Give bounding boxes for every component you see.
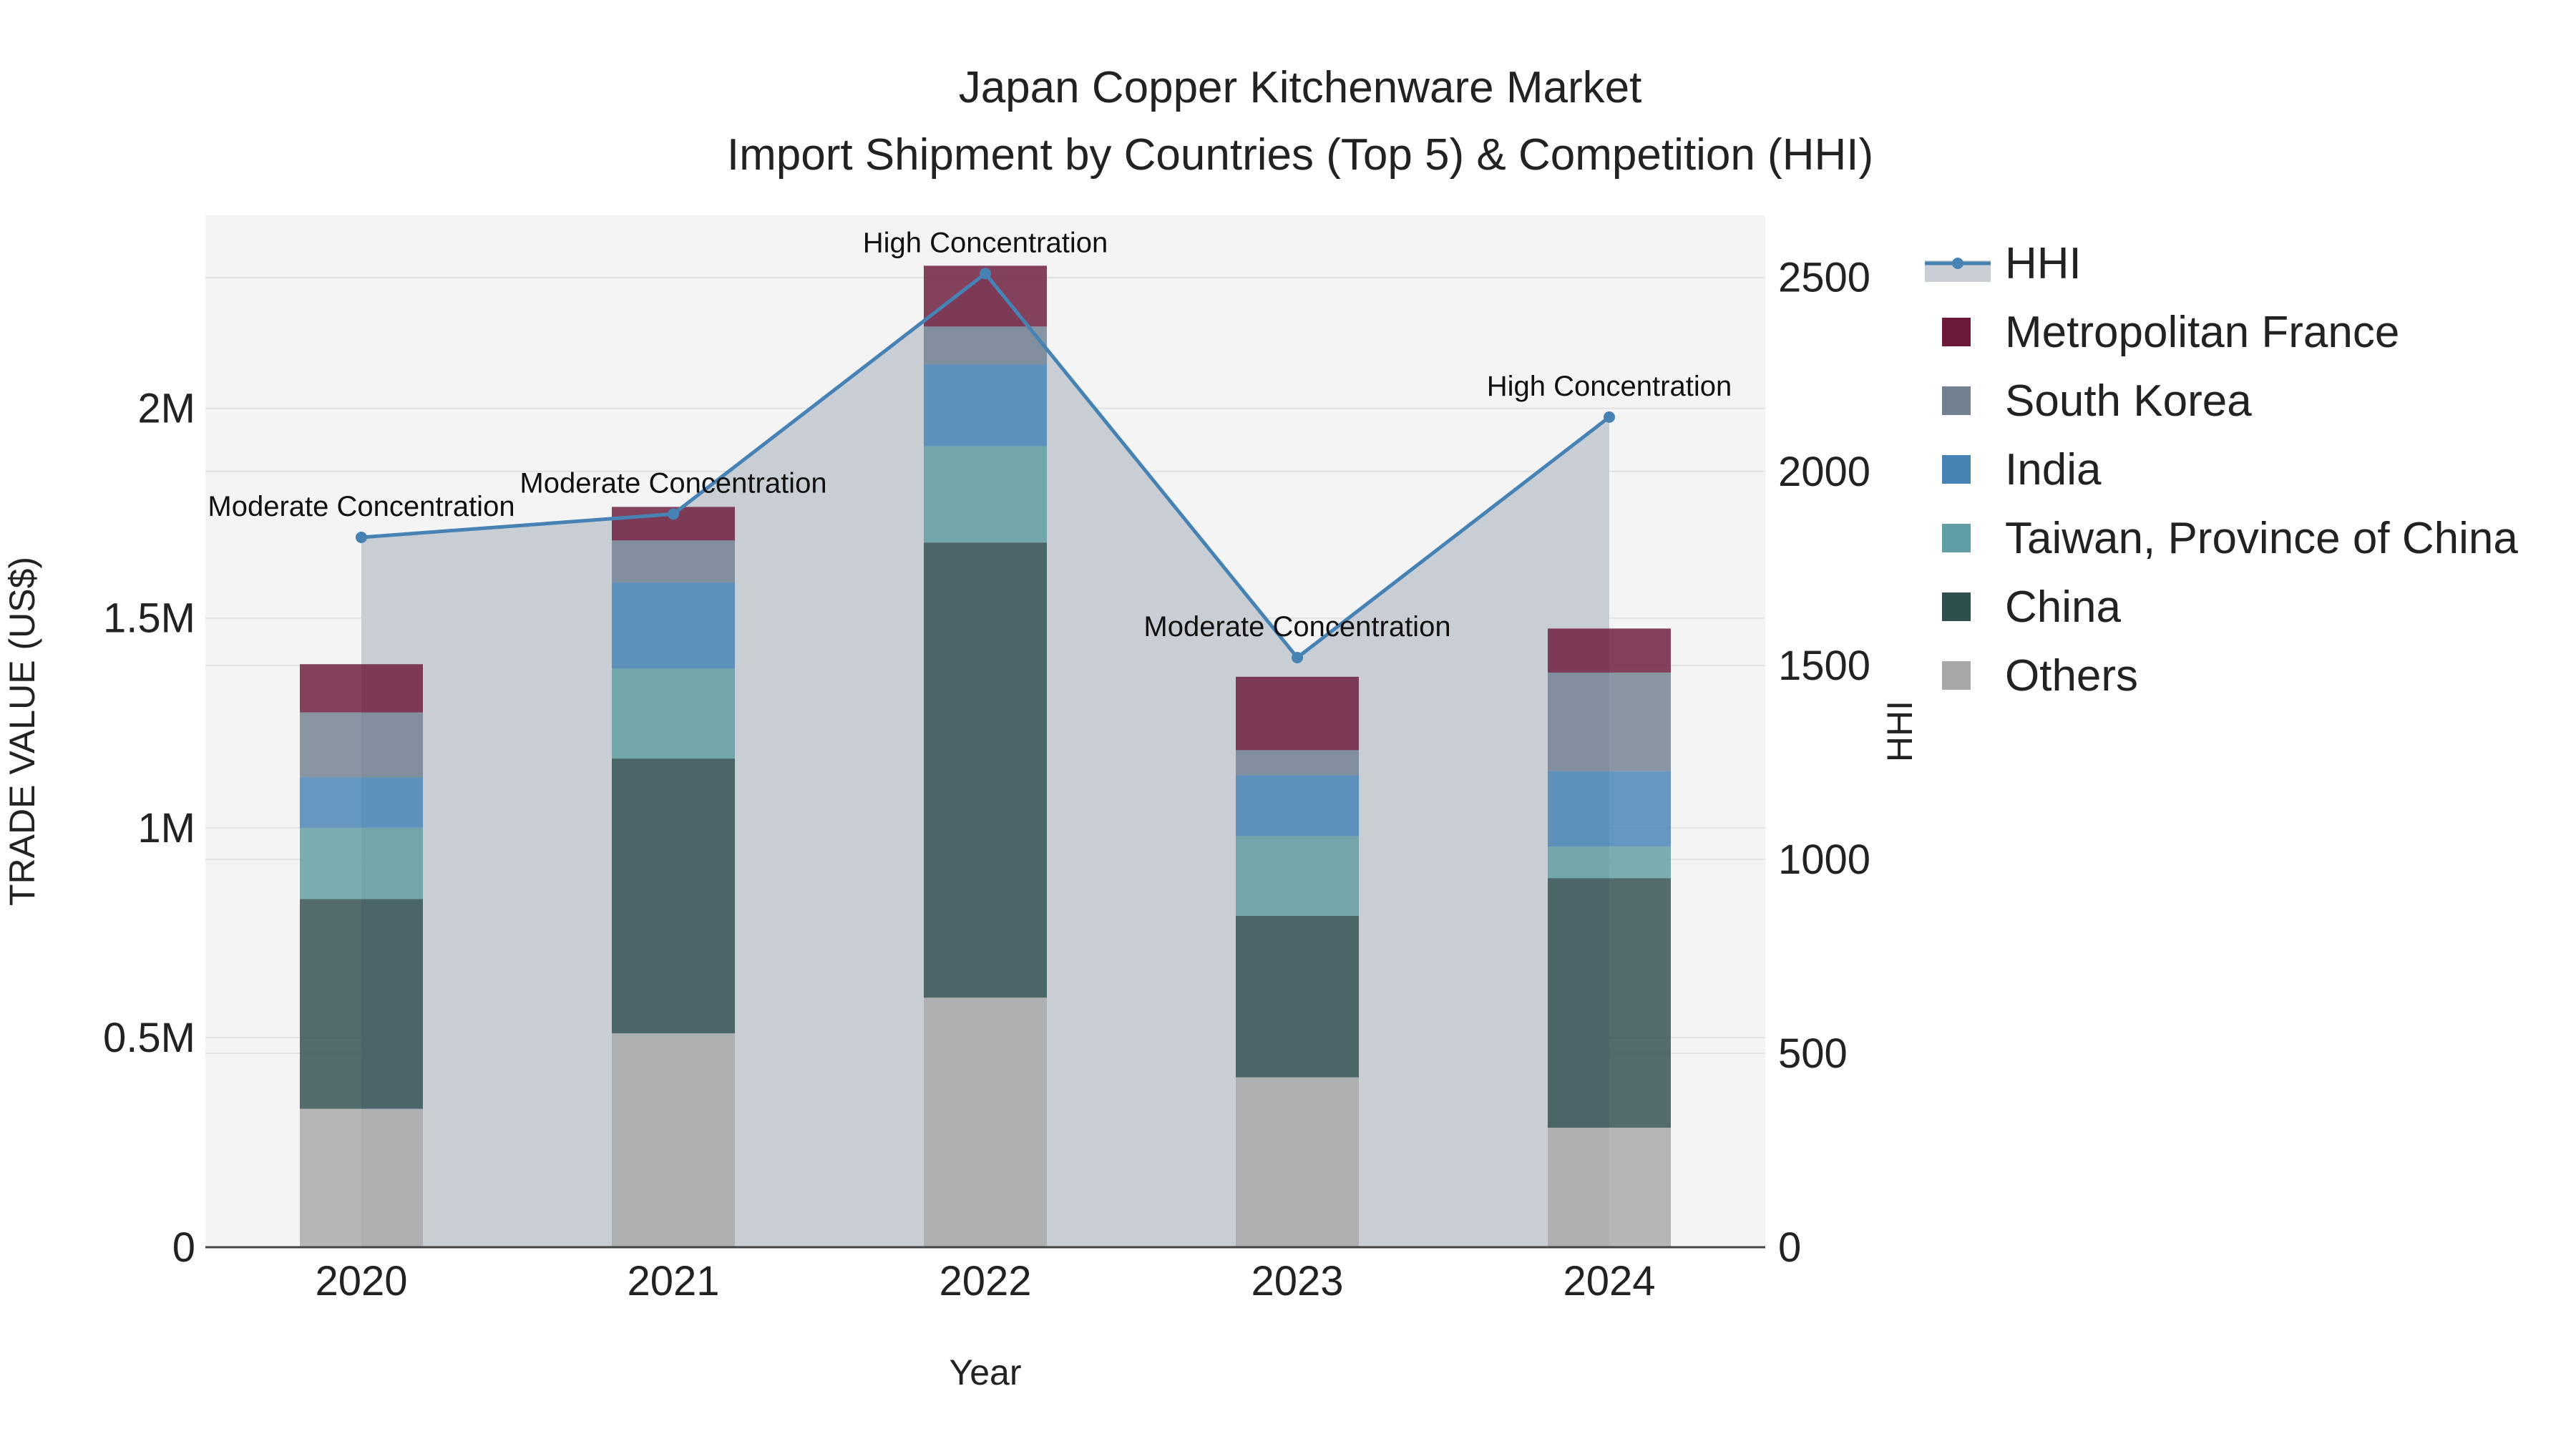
bar-segment (300, 1108, 423, 1247)
hhi-point (980, 268, 991, 280)
bar-segment (1548, 878, 1671, 1128)
hhi-annotation: Moderate Concentration (1143, 611, 1450, 643)
hhi-annotation: Moderate Concentration (208, 491, 514, 522)
bar-segment (612, 668, 735, 759)
bar-segment (1236, 836, 1359, 916)
bar-segment (1236, 1077, 1359, 1247)
legend-item: India (1942, 445, 2102, 494)
bar-segment (924, 364, 1047, 447)
bar-segment (924, 542, 1047, 998)
legend-swatch (1942, 661, 1971, 690)
bar-segment (300, 899, 423, 1109)
y2-tick-label: 1000 (1778, 836, 1870, 883)
legend-label: South Korea (2005, 376, 2252, 426)
y2-tick-label: 500 (1778, 1030, 1848, 1077)
bar-segment (1548, 1127, 1671, 1247)
legend-item: Metropolitan France (1942, 308, 2399, 357)
legend-label: India (2005, 445, 2102, 494)
bar-segment (300, 827, 423, 899)
hhi-annotation: High Concentration (1487, 371, 1732, 402)
bar-segment (300, 777, 423, 828)
legend-label: HHI (2005, 239, 2082, 288)
bar-segment (1236, 750, 1359, 776)
bar-segment (1236, 775, 1359, 836)
legend-item: China (1942, 582, 2122, 632)
y-tick-label: 1M (137, 805, 195, 852)
hhi-point (1292, 652, 1303, 663)
y-tick-label: 0.5M (103, 1015, 195, 1061)
legend: HHI Metropolitan France South Korea India Ta… (1925, 239, 2518, 701)
x-tick-label: 2021 (627, 1258, 719, 1304)
bar-segment (300, 712, 423, 778)
bar-segment (612, 540, 735, 582)
bar-segment (1548, 628, 1671, 673)
legend-item: HHI (1925, 239, 2082, 288)
hhi-annotation: Moderate Concentration (519, 467, 826, 499)
bar-layer (300, 265, 1671, 1247)
legend-hhi-marker (1952, 258, 1963, 269)
bar-segment (1236, 915, 1359, 1078)
legend-swatch (1942, 524, 1971, 552)
legend-label: Taiwan, Province of China (2005, 514, 2518, 563)
legend-swatch (1942, 318, 1971, 346)
bar-segment (924, 997, 1047, 1247)
legend-item: Taiwan, Province of China (1942, 514, 2518, 563)
y-axis-title: TRADE VALUE (US$) (2, 557, 42, 906)
bar-segment (1236, 676, 1359, 751)
axis-layer: 0 0.5M 1M 1.5M 2M 0 500 1000 1500 2000 2500 2020 202… (103, 255, 1870, 1304)
legend-item: Others (1942, 651, 2138, 701)
bar-segment (612, 582, 735, 669)
legend-label: Metropolitan France (2005, 308, 2399, 357)
bar-segment (1548, 672, 1671, 771)
legend-label: Others (2005, 651, 2138, 701)
legend-label: China (2005, 582, 2122, 632)
hhi-line-layer (356, 268, 1615, 663)
y-tick-label: 0 (172, 1224, 195, 1271)
x-tick-label: 2020 (315, 1258, 407, 1304)
hhi-point (668, 508, 679, 520)
hhi-point (356, 531, 367, 543)
chart-subtitle: Import Shipment by Countries (Top 5) & C… (727, 130, 1873, 180)
y2-tick-label: 0 (1778, 1224, 1801, 1271)
legend-swatch (1942, 386, 1971, 415)
legend-swatch (1942, 592, 1971, 621)
hhi-point (1604, 411, 1615, 423)
legend-item: South Korea (1942, 376, 2252, 426)
bar-segment (1548, 771, 1671, 847)
x-tick-label: 2022 (939, 1258, 1031, 1304)
x-tick-label: 2023 (1251, 1258, 1343, 1304)
y2-tick-label: 2000 (1778, 449, 1870, 495)
x-axis-title: Year (949, 1352, 1021, 1392)
bar-segment (612, 1033, 735, 1247)
y-tick-label: 2M (137, 386, 195, 432)
x-tick-label: 2024 (1563, 1258, 1655, 1304)
y2-tick-label: 2500 (1778, 255, 1870, 301)
y2-axis-title: HHI (1880, 701, 1920, 762)
bar-segment (924, 326, 1047, 365)
y2-tick-label: 1500 (1778, 643, 1870, 689)
hhi-annotation: High Concentration (863, 227, 1108, 258)
legend-swatch (1942, 455, 1971, 484)
y-tick-label: 1.5M (103, 595, 195, 642)
bar-segment (612, 758, 735, 1034)
bar-segment (300, 664, 423, 713)
chart-title: Japan Copper Kitchenware Market (959, 63, 1642, 112)
bar-segment (924, 446, 1047, 543)
bar-segment (1548, 847, 1671, 879)
